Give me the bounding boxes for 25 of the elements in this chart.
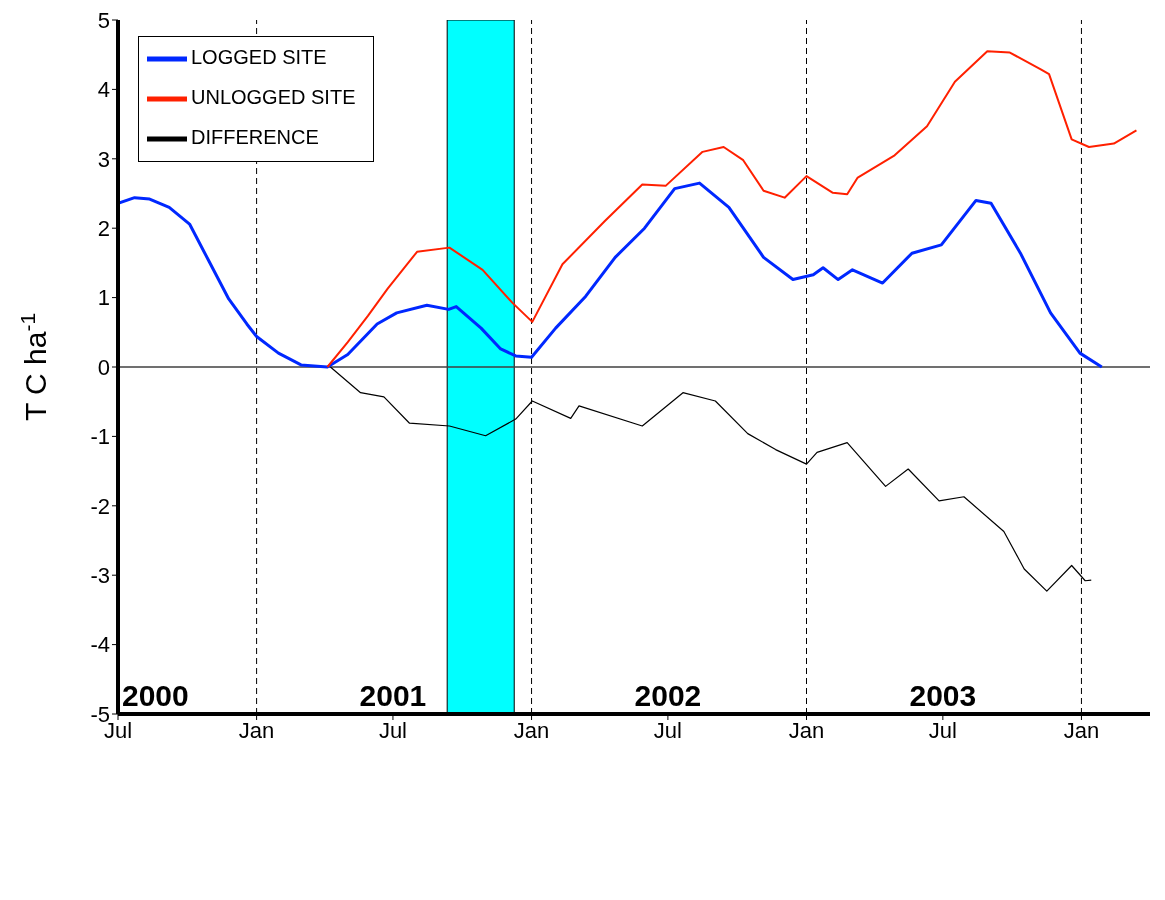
y-tick-label: -1 <box>90 424 110 450</box>
x-tick-label: Jan <box>788 717 825 743</box>
legend-label: DIFFERENCE <box>191 126 319 149</box>
annotation: 2002 <box>634 679 702 712</box>
y-tick-label: -3 <box>90 563 110 589</box>
x-tick-label: Jul <box>653 717 682 743</box>
annotation: 2001 <box>359 679 427 712</box>
legend-label: LOGGED SITE <box>191 46 327 69</box>
x-tick-label: Jul <box>928 717 957 743</box>
x-tick-label: Jan <box>238 717 275 743</box>
y-tick-label: -2 <box>90 493 110 519</box>
x-tick-label: Jan <box>513 717 550 743</box>
line-series <box>118 181 1104 369</box>
y-tick-label: 0 <box>97 354 110 380</box>
y-tick-label: -4 <box>90 632 110 658</box>
y-tick-label: 4 <box>97 77 110 103</box>
y-tick-label: 3 <box>97 146 110 172</box>
y-tick-label: 1 <box>97 285 110 311</box>
annotation: 2003 <box>909 679 977 712</box>
annotation: 2000 <box>122 679 189 712</box>
y-tick-label: 2 <box>97 216 110 242</box>
y-tick-label: 5 <box>97 7 110 33</box>
x-tick-label: Jul <box>378 717 408 743</box>
legend-label: UNLOGGED SITE <box>191 86 356 109</box>
x-tick-label: Jan <box>1063 717 1100 743</box>
